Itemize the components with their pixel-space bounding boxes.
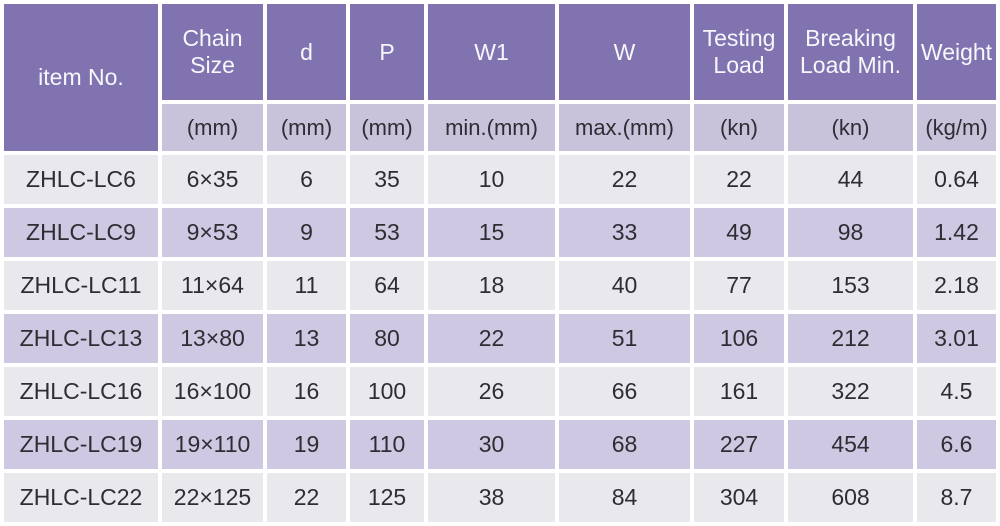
value-cell-testing-load: 106 — [694, 314, 784, 363]
item-no-cell: ZHLC-LC16 — [4, 367, 158, 416]
value-cell-w: 51 — [559, 314, 690, 363]
value-cell-w1: 38 — [428, 473, 555, 522]
value-cell-testing-load: 49 — [694, 208, 784, 257]
value-cell-breaking-load-min: 212 — [788, 314, 913, 363]
value-cell-chain-size: 9×53 — [162, 208, 263, 257]
col-header-w: W — [559, 4, 690, 100]
item-no-cell: ZHLC-LC11 — [4, 261, 158, 310]
value-cell-chain-size: 19×110 — [162, 420, 263, 469]
value-cell-d: 6 — [267, 155, 346, 204]
value-cell-chain-size: 13×80 — [162, 314, 263, 363]
table-row: ZHLC-LC19 19×110 19 110 30 68 227 454 6.6 — [4, 420, 996, 469]
value-cell-p: 53 — [350, 208, 424, 257]
value-cell-chain-size: 11×64 — [162, 261, 263, 310]
value-cell-breaking-load-min: 98 — [788, 208, 913, 257]
table-row: ZHLC-LC9 9×53 9 53 15 33 49 98 1.42 — [4, 208, 996, 257]
value-cell-p: 110 — [350, 420, 424, 469]
header-unit-row: (mm) (mm) (mm) min.(mm) max.(mm) (kn) (kn) (kg/… — [4, 104, 996, 151]
col-unit-w: max.(mm) — [559, 104, 690, 151]
item-no-cell: ZHLC-LC6 — [4, 155, 158, 204]
value-cell-p: 64 — [350, 261, 424, 310]
col-unit-p: (mm) — [350, 104, 424, 151]
table-row: ZHLC-LC13 13×80 13 80 22 51 106 212 3.01 — [4, 314, 996, 363]
table-body: ZHLC-LC6 6×35 6 35 10 22 22 44 0.64 ZHLC-LC9 9×53 9… — [4, 155, 996, 522]
value-cell-chain-size: 16×100 — [162, 367, 263, 416]
value-cell-weight: 2.18 — [917, 261, 996, 310]
col-unit-d: (mm) — [267, 104, 346, 151]
value-cell-testing-load: 22 — [694, 155, 784, 204]
table-row: ZHLC-LC11 11×64 11 64 18 40 77 153 2.18 — [4, 261, 996, 310]
value-cell-w: 66 — [559, 367, 690, 416]
value-cell-weight: 4.5 — [917, 367, 996, 416]
col-header-weight: Weight — [917, 4, 996, 100]
value-cell-w1: 30 — [428, 420, 555, 469]
value-cell-testing-load: 304 — [694, 473, 784, 522]
value-cell-chain-size: 22×125 — [162, 473, 263, 522]
value-cell-w1: 10 — [428, 155, 555, 204]
table-header: item No. Chain Size d P W1 W Testing Load Break… — [4, 4, 996, 151]
item-no-cell: ZHLC-LC9 — [4, 208, 158, 257]
value-cell-p: 125 — [350, 473, 424, 522]
value-cell-testing-load: 161 — [694, 367, 784, 416]
value-cell-weight: 0.64 — [917, 155, 996, 204]
value-cell-d: 11 — [267, 261, 346, 310]
value-cell-w: 84 — [559, 473, 690, 522]
table-row: ZHLC-LC22 22×125 22 125 38 84 304 608 8.7 — [4, 473, 996, 522]
item-no-cell: ZHLC-LC13 — [4, 314, 158, 363]
col-header-w1: W1 — [428, 4, 555, 100]
value-cell-breaking-load-min: 608 — [788, 473, 913, 522]
col-header-item-no: item No. — [4, 4, 158, 151]
value-cell-w1: 18 — [428, 261, 555, 310]
value-cell-testing-load: 77 — [694, 261, 784, 310]
item-no-cell: ZHLC-LC22 — [4, 473, 158, 522]
value-cell-weight: 3.01 — [917, 314, 996, 363]
value-cell-d: 13 — [267, 314, 346, 363]
col-unit-testing-load: (kn) — [694, 104, 784, 151]
value-cell-w1: 22 — [428, 314, 555, 363]
value-cell-w: 22 — [559, 155, 690, 204]
col-unit-chain-size: (mm) — [162, 104, 263, 151]
col-unit-weight: (kg/m) — [917, 104, 996, 151]
value-cell-weight: 1.42 — [917, 208, 996, 257]
value-cell-breaking-load-min: 322 — [788, 367, 913, 416]
value-cell-weight: 8.7 — [917, 473, 996, 522]
item-no-cell: ZHLC-LC19 — [4, 420, 158, 469]
value-cell-d: 22 — [267, 473, 346, 522]
value-cell-d: 19 — [267, 420, 346, 469]
col-header-d: d — [267, 4, 346, 100]
col-header-p: P — [350, 4, 424, 100]
value-cell-breaking-load-min: 153 — [788, 261, 913, 310]
value-cell-testing-load: 227 — [694, 420, 784, 469]
value-cell-w1: 26 — [428, 367, 555, 416]
value-cell-p: 80 — [350, 314, 424, 363]
header-label-row: item No. Chain Size d P W1 W Testing Load Break… — [4, 4, 996, 151]
value-cell-d: 16 — [267, 367, 346, 416]
col-unit-breaking-load-min: (kn) — [788, 104, 913, 151]
value-cell-w1: 15 — [428, 208, 555, 257]
value-cell-p: 35 — [350, 155, 424, 204]
col-header-breaking-load-min: Breaking Load Min. — [788, 4, 913, 100]
value-cell-w: 40 — [559, 261, 690, 310]
value-cell-d: 9 — [267, 208, 346, 257]
col-unit-w1: min.(mm) — [428, 104, 555, 151]
value-cell-chain-size: 6×35 — [162, 155, 263, 204]
col-header-chain-size: Chain Size — [162, 4, 263, 100]
value-cell-weight: 6.6 — [917, 420, 996, 469]
value-cell-w: 68 — [559, 420, 690, 469]
col-header-testing-load: Testing Load — [694, 4, 784, 100]
value-cell-breaking-load-min: 44 — [788, 155, 913, 204]
value-cell-w: 33 — [559, 208, 690, 257]
value-cell-p: 100 — [350, 367, 424, 416]
table-row: ZHLC-LC16 16×100 16 100 26 66 161 322 4.5 — [4, 367, 996, 416]
value-cell-breaking-load-min: 454 — [788, 420, 913, 469]
table-row: ZHLC-LC6 6×35 6 35 10 22 22 44 0.64 — [4, 155, 996, 204]
